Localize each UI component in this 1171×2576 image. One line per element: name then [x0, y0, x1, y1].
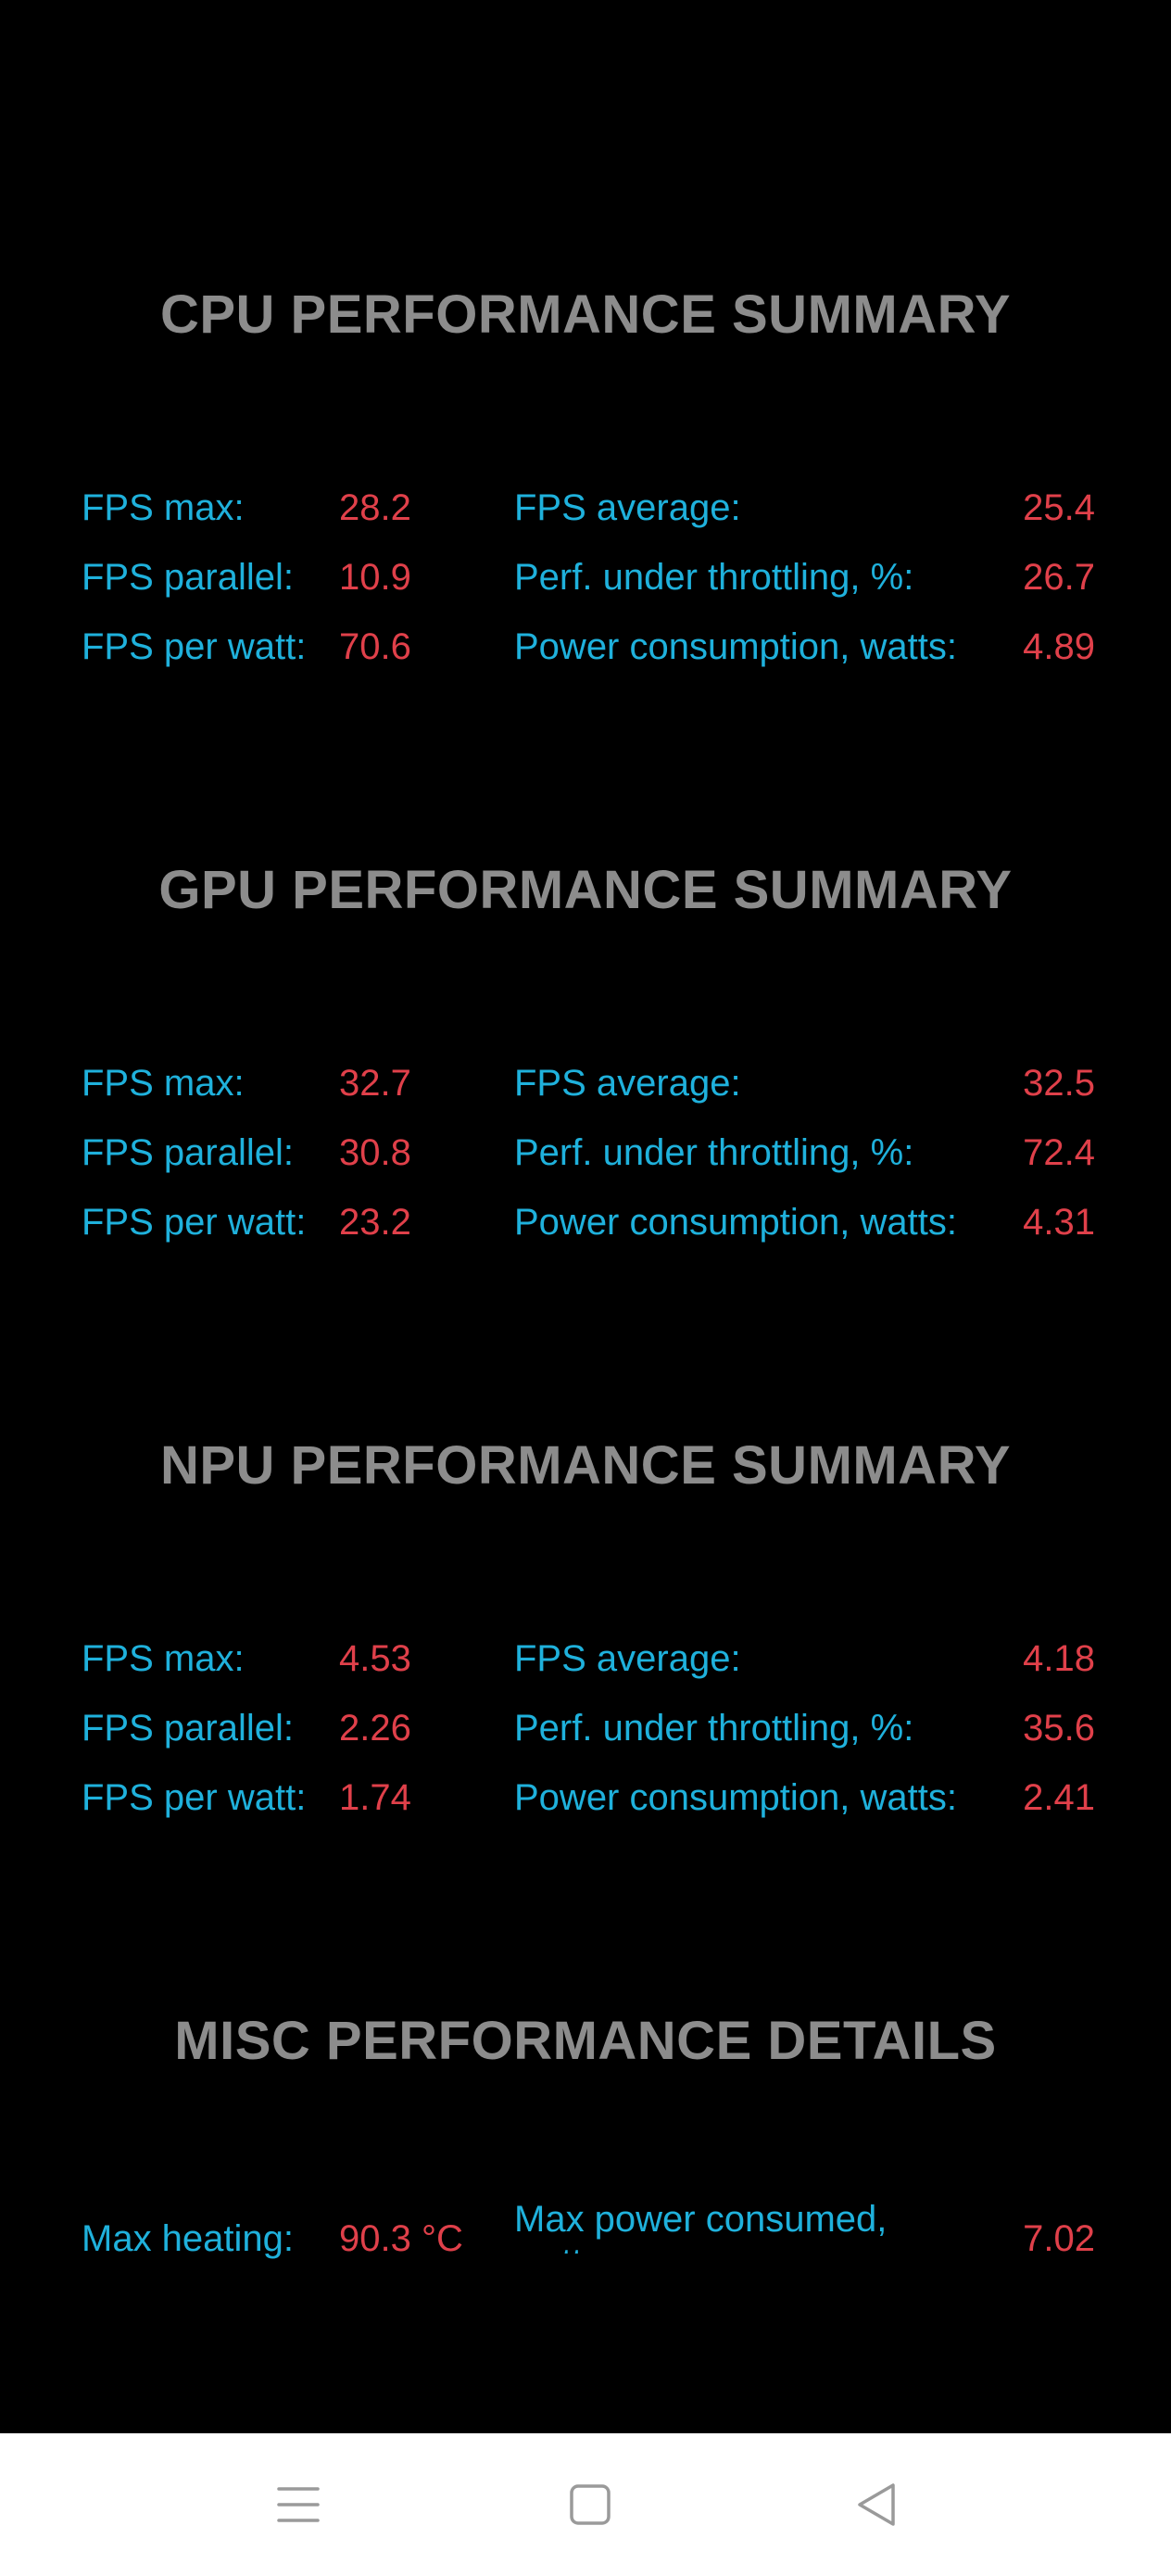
stat-label: FPS average:: [514, 1638, 741, 1679]
stat-label: FPS max:: [82, 1638, 245, 1679]
home-square-icon: [570, 2484, 611, 2525]
stat-label: FPS parallel:: [82, 557, 294, 598]
stat-label: FPS per watt:: [82, 1202, 307, 1243]
section-title-misc: MISC PERFORMANCE DETAILS: [174, 2011, 997, 2071]
stat-value: 2.41: [1023, 1777, 1095, 1818]
stat-label: Power consumption, watts:: [514, 1777, 957, 1818]
results-scroll-area[interactable]: CPU PERFORMANCE SUMMARY FPS max: 28.2 FP…: [0, 0, 1171, 2433]
stat-label: FPS per watt:: [82, 626, 307, 667]
max-power-value: 7.02: [1023, 2218, 1095, 2259]
menu-button[interactable]: [266, 2472, 331, 2537]
stat-label: Power consumption, watts:: [514, 1202, 957, 1243]
section-title-gpu: GPU PERFORMANCE SUMMARY: [158, 860, 1013, 920]
stat-value: 4.31: [1023, 1202, 1095, 1243]
stat-label: FPS parallel:: [82, 1132, 294, 1173]
stat-row: FPS parallel: 30.8 Perf. under throttlin…: [0, 1125, 1171, 1181]
max-heating-value: 90.3 °C: [339, 2218, 463, 2259]
stat-row: FPS parallel: 10.9 Perf. under throttlin…: [0, 549, 1171, 605]
stat-label: Power consumption, watts:: [514, 626, 957, 667]
stat-label: Perf. under throttling, %:: [514, 557, 914, 598]
stat-row: FPS per watt: 70.6 Power consumption, wa…: [0, 619, 1171, 675]
stat-value: 2.26: [339, 1708, 411, 1749]
max-heating-label: Max heating:: [82, 2218, 295, 2259]
stat-label: FPS average:: [514, 487, 741, 528]
stat-value: 32.7: [339, 1063, 411, 1104]
home-button[interactable]: [558, 2472, 623, 2537]
stat-value: 72.4: [1023, 1132, 1095, 1173]
stat-value: 30.8: [339, 1132, 411, 1173]
stat-label: FPS parallel:: [82, 1708, 294, 1749]
stat-label: FPS average:: [514, 1063, 741, 1104]
stat-label: FPS per watt:: [82, 1777, 307, 1818]
max-power-label: Max power consumed, watts:: [514, 2199, 888, 2254]
stat-label: Perf. under throttling, %:: [514, 1132, 914, 1173]
stat-label: FPS max:: [82, 487, 245, 528]
stat-value: 10.9: [339, 557, 411, 598]
stat-value: 25.4: [1023, 487, 1095, 528]
stat-value: 4.53: [339, 1638, 411, 1679]
stat-value: 26.7: [1023, 557, 1095, 598]
stat-row: Max heating: 90.3 °C Max power consumed,…: [0, 2199, 1171, 2267]
stat-row: FPS parallel: 2.26 Perf. under throttlin…: [0, 1700, 1171, 1756]
stat-value: 23.2: [339, 1202, 411, 1243]
stat-row: FPS max: 28.2 FPS average: 25.4: [0, 480, 1171, 536]
stat-row: FPS per watt: 1.74 Power consumption, wa…: [0, 1770, 1171, 1825]
stat-value: 70.6: [339, 626, 411, 667]
stat-row: FPS max: 32.7 FPS average: 32.5: [0, 1055, 1171, 1111]
stat-value: 28.2: [339, 487, 411, 528]
stat-row: FPS max: 4.53 FPS average: 4.18: [0, 1631, 1171, 1686]
stat-value: 1.74: [339, 1777, 411, 1818]
system-navigation-bar: [0, 2433, 1171, 2576]
stat-label: Perf. under throttling, %:: [514, 1708, 914, 1749]
section-title-cpu: CPU PERFORMANCE SUMMARY: [159, 284, 1012, 345]
stat-value: 35.6: [1023, 1708, 1095, 1749]
stat-value: 4.89: [1023, 626, 1095, 667]
stat-value: 32.5: [1023, 1063, 1095, 1104]
menu-icon: [277, 2487, 320, 2522]
stat-row: FPS per watt: 23.2 Power consumption, wa…: [0, 1194, 1171, 1250]
stat-label: FPS max:: [82, 1063, 245, 1104]
back-button[interactable]: [845, 2472, 910, 2537]
back-triangle-icon: [858, 2483, 895, 2526]
section-title-npu: NPU PERFORMANCE SUMMARY: [159, 1435, 1012, 1496]
stat-value: 4.18: [1023, 1638, 1095, 1679]
